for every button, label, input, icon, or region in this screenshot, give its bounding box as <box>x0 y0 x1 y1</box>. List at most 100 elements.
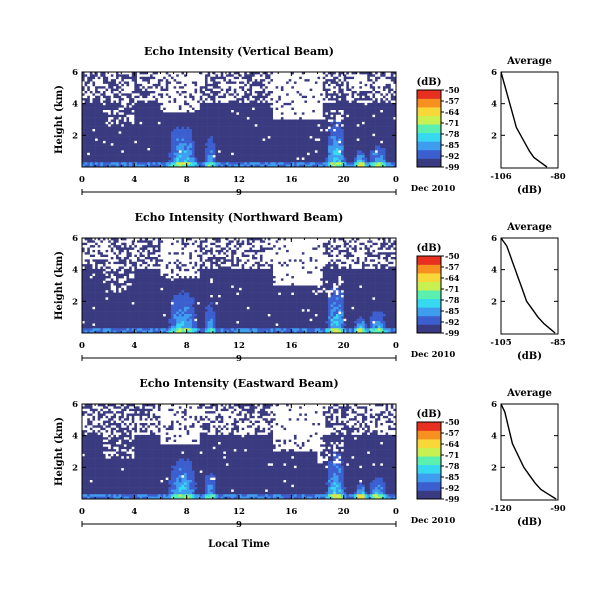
heatmap-cell <box>134 72 138 75</box>
heatmap-cell <box>314 157 318 161</box>
heatmap-cell <box>220 121 224 125</box>
heatmap-cell <box>254 105 258 108</box>
heatmap-cell <box>131 140 135 144</box>
heatmap-cell <box>359 112 363 116</box>
heatmap-cell <box>249 88 253 92</box>
heatmap-cell <box>202 157 206 161</box>
heatmap-cell <box>223 136 227 139</box>
heatmap-cell <box>351 162 355 165</box>
heatmap-cell <box>254 148 258 151</box>
heatmap-cell <box>262 86 266 89</box>
heatmap-cell <box>220 100 224 104</box>
heatmap-cell <box>181 238 185 241</box>
heatmap-cell <box>372 112 376 116</box>
heatmap-cell <box>390 136 394 139</box>
heatmap-cell <box>278 86 282 89</box>
heatmap-cell <box>118 124 122 127</box>
heatmap-cell <box>278 129 282 132</box>
heatmap-cell <box>131 83 135 87</box>
heatmap-cell <box>346 140 350 144</box>
heatmap-cell <box>351 133 355 137</box>
heatmap-cell <box>375 110 378 113</box>
heatmap-cell <box>375 95 378 99</box>
heatmap-cell <box>330 124 334 127</box>
heatmap-cell <box>317 124 321 127</box>
heatmap-cell <box>110 91 114 94</box>
heatmap-cell <box>314 114 318 118</box>
date-month-label: Dec 2010 <box>411 184 456 194</box>
heatmap-cell <box>335 100 339 104</box>
heatmap-cell <box>377 140 381 144</box>
heatmap-cell <box>335 164 339 168</box>
heatmap-cell <box>390 93 394 97</box>
heatmap-cell <box>380 72 384 75</box>
heatmap-cell <box>210 148 214 151</box>
heatmap-cell <box>301 133 305 137</box>
heatmap-cell <box>95 117 98 120</box>
heatmap-cell <box>142 148 146 151</box>
heatmap-cell <box>361 150 365 154</box>
heatmap-cell <box>233 114 237 118</box>
heatmap-cell <box>291 79 295 82</box>
heatmap-cell <box>108 110 112 113</box>
heatmap-cell <box>157 131 161 135</box>
heatmap-cell <box>142 81 146 85</box>
heatmap-cell <box>194 159 198 163</box>
heatmap-cell <box>97 145 101 149</box>
heatmap-cell <box>388 150 392 154</box>
heatmap-cell <box>338 110 342 113</box>
heatmap-cell <box>184 159 187 163</box>
heatmap-cell <box>346 72 350 75</box>
heatmap-cell <box>354 136 358 139</box>
heatmap-cell <box>105 112 109 116</box>
heatmap-cell <box>343 76 347 80</box>
heatmap-cell <box>335 138 339 142</box>
heatmap-cell <box>359 150 363 154</box>
heatmap-cell <box>369 157 373 161</box>
heatmap-cell <box>280 140 284 144</box>
heatmap-cell <box>338 86 342 89</box>
heatmap-cell <box>296 83 300 87</box>
heatmap-cell <box>97 88 101 92</box>
heatmap-cell <box>307 155 310 158</box>
x-tick-label: 8 <box>184 175 190 185</box>
heatmap-cell <box>197 140 201 144</box>
heatmap-cell <box>152 138 156 142</box>
heatmap-cell <box>236 110 240 113</box>
heatmap-cell <box>231 83 235 87</box>
heatmap-cell <box>110 131 114 135</box>
heatmap-cell <box>223 119 227 123</box>
heatmap-cell <box>116 79 119 82</box>
heatmap-cell <box>361 140 365 144</box>
heatmap-cell <box>97 102 101 106</box>
heatmap-cell <box>252 86 255 89</box>
heatmap-cell <box>118 129 122 132</box>
heatmap-cell <box>89 124 93 127</box>
heatmap-cell <box>375 150 378 154</box>
heatmap-cell <box>354 133 358 137</box>
heatmap-cell <box>364 100 368 104</box>
heatmap-cell <box>165 148 169 151</box>
heatmap-cell <box>270 86 274 89</box>
heatmap-cell <box>184 95 187 99</box>
heatmap-cell <box>364 140 368 144</box>
heatmap-cell <box>327 133 331 137</box>
heatmap-cell <box>108 91 112 94</box>
heatmap-cell <box>354 119 358 123</box>
heatmap-cell <box>351 91 355 94</box>
heatmap-cell <box>257 81 261 85</box>
heatmap-cell <box>228 119 232 123</box>
heatmap-cell <box>223 79 227 82</box>
heatmap-cell <box>218 150 221 154</box>
heatmap-cell <box>312 164 316 168</box>
heatmap-cell <box>95 162 98 165</box>
heatmap-cell <box>84 121 88 125</box>
heatmap-cell <box>108 105 112 108</box>
heatmap-cell <box>202 152 206 156</box>
heatmap-cell <box>244 105 248 108</box>
heatmap-cell <box>147 140 151 144</box>
heatmap-cell <box>139 162 143 165</box>
heatmap-cell <box>333 129 337 132</box>
heatmap-cell <box>144 98 148 101</box>
heatmap-cell <box>262 129 266 132</box>
